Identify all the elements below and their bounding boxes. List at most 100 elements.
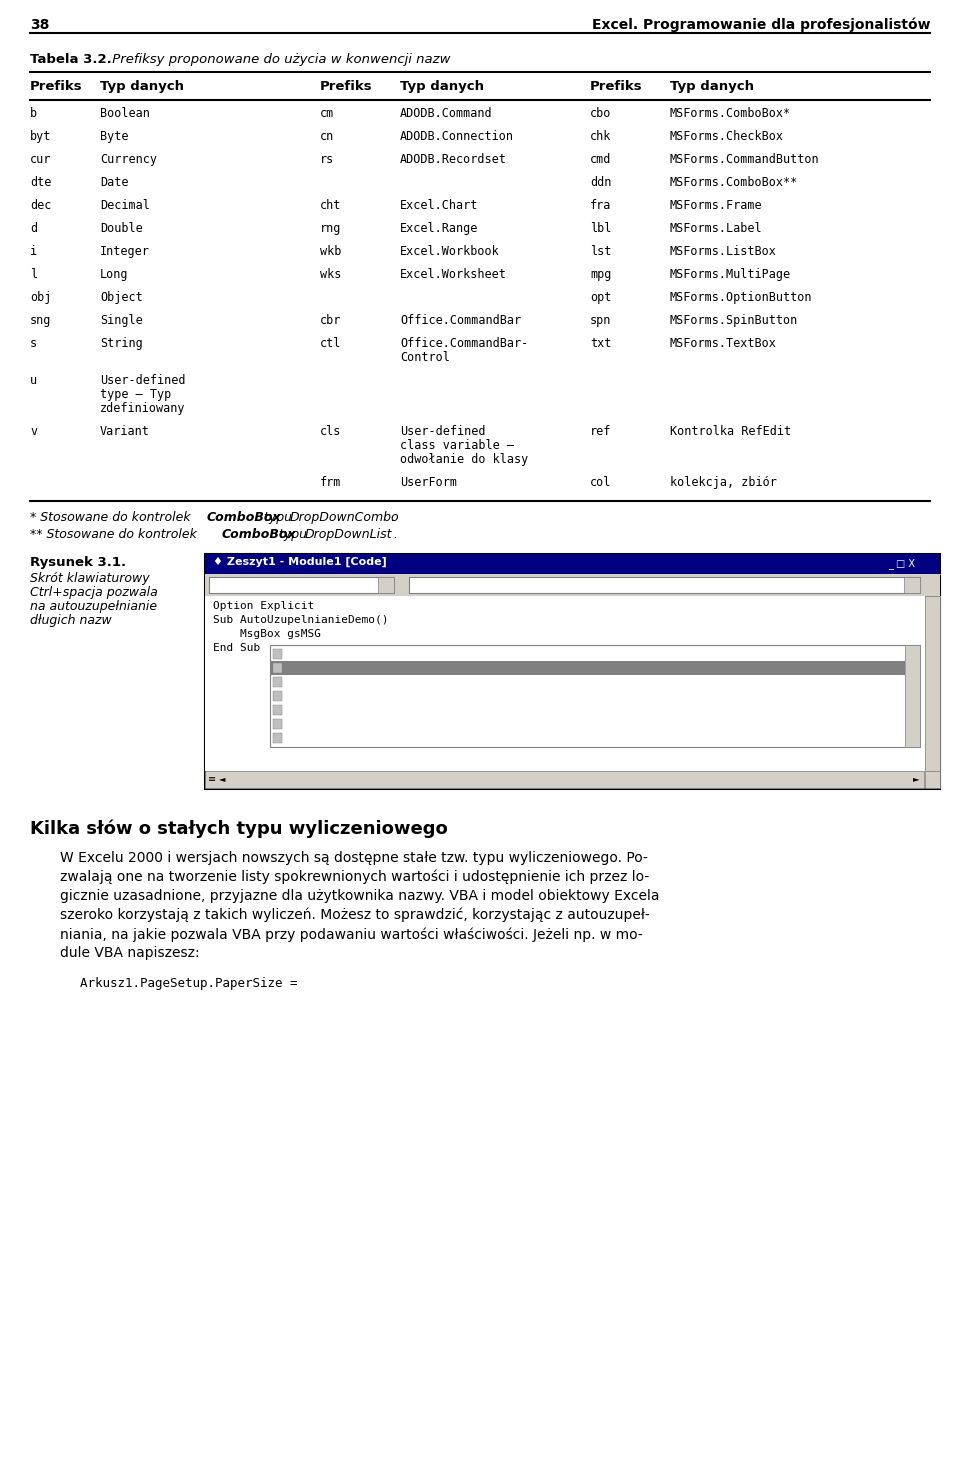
Text: opt: opt bbox=[590, 291, 612, 304]
Text: ≡: ≡ bbox=[208, 774, 216, 785]
Bar bbox=[273, 719, 282, 729]
Text: Date: Date bbox=[100, 175, 129, 188]
Text: type – Typ: type – Typ bbox=[100, 389, 171, 400]
Text: wks: wks bbox=[320, 267, 342, 281]
Text: gsMSG_MINIMALNE_ODTWARZANIE: gsMSG_MINIMALNE_ODTWARZANIE bbox=[286, 676, 455, 688]
Text: Excel.Worksheet: Excel.Worksheet bbox=[400, 267, 507, 281]
Bar bbox=[209, 577, 394, 593]
Bar bbox=[205, 554, 940, 574]
Bar bbox=[205, 574, 940, 596]
Text: Excel. Programowanie dla profesjonalistów: Excel. Programowanie dla profesjonalistó… bbox=[591, 18, 930, 32]
Text: ■: ■ bbox=[274, 663, 280, 668]
Bar bbox=[925, 596, 940, 771]
Text: dule VBA napiszesz:: dule VBA napiszesz: bbox=[60, 947, 200, 960]
Text: spn: spn bbox=[590, 314, 612, 327]
Text: MSForms.ListBox: MSForms.ListBox bbox=[670, 245, 777, 259]
Bar bbox=[273, 733, 282, 744]
Bar bbox=[905, 644, 920, 747]
Text: zwalają one na tworzenie listy spokrewnionych wartości i udostępnienie ich przez: zwalają one na tworzenie listy spokrewni… bbox=[60, 869, 649, 884]
Text: cls: cls bbox=[320, 425, 342, 438]
Text: Control: Control bbox=[400, 351, 450, 364]
Text: gsMSG_NAZWY_NALOZONE: gsMSG_NAZWY_NALOZONE bbox=[286, 691, 411, 701]
Text: Prefiks: Prefiks bbox=[30, 80, 83, 94]
Text: Office.CommandBar: Office.CommandBar bbox=[400, 314, 521, 327]
Text: Arkusz1.PageSetup.PaperSize =: Arkusz1.PageSetup.PaperSize = bbox=[80, 977, 298, 991]
Text: lbl: lbl bbox=[590, 222, 612, 235]
Text: (General): (General) bbox=[214, 580, 267, 590]
Text: W Excelu 2000 i wersjach nowszych są dostępne stałe tzw. typu wyliczeniowego. Po: W Excelu 2000 i wersjach nowszych są dos… bbox=[60, 850, 648, 865]
Text: Typ danych: Typ danych bbox=[670, 80, 754, 94]
Text: ♦ Zeszyt1 - Module1 [Code]: ♦ Zeszyt1 - Module1 [Code] bbox=[213, 557, 387, 567]
Text: User-defined: User-defined bbox=[400, 425, 486, 438]
Text: MSForms.CheckBox: MSForms.CheckBox bbox=[670, 130, 784, 143]
Text: .: . bbox=[393, 527, 397, 541]
Text: col: col bbox=[590, 476, 612, 489]
Text: String: String bbox=[100, 337, 143, 351]
Text: Long: Long bbox=[100, 267, 129, 281]
Bar bbox=[904, 577, 920, 593]
Text: Typ danych: Typ danych bbox=[400, 80, 484, 94]
Text: Skrót klawiaturowy: Skrót klawiaturowy bbox=[30, 573, 150, 584]
Text: MSForms.MultiPage: MSForms.MultiPage bbox=[670, 267, 791, 281]
Text: sng: sng bbox=[30, 314, 52, 327]
Bar bbox=[273, 649, 282, 659]
Text: ref: ref bbox=[590, 425, 612, 438]
Text: odwołanie do klasy: odwołanie do klasy bbox=[400, 453, 528, 466]
Bar bbox=[273, 663, 282, 674]
Text: Excel.Chart: Excel.Chart bbox=[400, 199, 478, 212]
Text: ctl: ctl bbox=[320, 337, 342, 351]
Text: ComboBox: ComboBox bbox=[207, 511, 281, 524]
Text: Ctrl+spacja pozwala: Ctrl+spacja pozwala bbox=[30, 586, 157, 599]
Text: Decimal: Decimal bbox=[100, 199, 150, 212]
Text: Rysunek 3.1.: Rysunek 3.1. bbox=[30, 557, 126, 568]
Text: Sub AutoUzupelnianieDemo(): Sub AutoUzupelnianieDemo() bbox=[213, 615, 389, 625]
Text: d: d bbox=[30, 222, 37, 235]
Text: b: b bbox=[30, 107, 37, 120]
Text: ** Stosowane do kontrolek: ** Stosowane do kontrolek bbox=[30, 527, 201, 541]
Text: 38: 38 bbox=[30, 18, 49, 32]
Text: cbo: cbo bbox=[590, 107, 612, 120]
Text: Excel.Range: Excel.Range bbox=[400, 222, 478, 235]
Text: End Sub: End Sub bbox=[213, 643, 260, 653]
Text: Option Explicit: Option Explicit bbox=[213, 600, 314, 611]
Text: Kilka słów o stałych typu wyliczeniowego: Kilka słów o stałych typu wyliczeniowego bbox=[30, 820, 447, 837]
Text: ▼: ▼ bbox=[382, 581, 389, 590]
Text: cbr: cbr bbox=[320, 314, 342, 327]
Text: ■: ■ bbox=[274, 691, 280, 695]
Text: v: v bbox=[30, 425, 37, 438]
Text: Kontrolka RefEdit: Kontrolka RefEdit bbox=[670, 425, 791, 438]
Text: zdefiniowany: zdefiniowany bbox=[100, 402, 185, 415]
Text: ADODB.Recordset: ADODB.Recordset bbox=[400, 153, 507, 167]
Text: byt: byt bbox=[30, 130, 52, 143]
Text: ■: ■ bbox=[274, 676, 280, 682]
Bar bbox=[409, 577, 920, 593]
Text: Prefiks: Prefiks bbox=[590, 80, 642, 94]
Text: cht: cht bbox=[320, 199, 342, 212]
Text: Variant: Variant bbox=[100, 425, 150, 438]
Text: Double: Double bbox=[100, 222, 143, 235]
Text: ■: ■ bbox=[274, 706, 280, 710]
Text: MSForms.Label: MSForms.Label bbox=[670, 222, 762, 235]
Text: i: i bbox=[30, 245, 37, 259]
Text: ADODB.Connection: ADODB.Connection bbox=[400, 130, 514, 143]
Bar bbox=[273, 691, 282, 701]
Bar bbox=[205, 596, 925, 771]
Text: rs: rs bbox=[320, 153, 334, 167]
Text: cmd: cmd bbox=[590, 153, 612, 167]
Text: gsMSG_BEZ_STYLOW: gsMSG_BEZ_STYLOW bbox=[286, 649, 386, 660]
Text: niania, na jakie pozwala VBA przy podawaniu wartości właściwości. Jeżeli np. w m: niania, na jakie pozwala VBA przy podawa… bbox=[60, 926, 643, 941]
Text: Integer: Integer bbox=[100, 245, 150, 259]
Text: rng: rng bbox=[320, 222, 342, 235]
Text: s: s bbox=[30, 337, 37, 351]
Text: Prefiksy proponowane do użycia w konwencji nazw: Prefiksy proponowane do użycia w konwenc… bbox=[108, 53, 450, 66]
Text: Prefiks: Prefiks bbox=[320, 80, 372, 94]
Text: ddn: ddn bbox=[590, 175, 612, 188]
Text: ComboBox: ComboBox bbox=[222, 527, 297, 541]
Text: Byte: Byte bbox=[100, 130, 129, 143]
Text: Office.CommandBar-: Office.CommandBar- bbox=[400, 337, 528, 351]
Bar bbox=[205, 554, 940, 789]
Text: gsMSG_BEZ_WCZESNIEJSZEGO_FORMATOWANIA: gsMSG_BEZ_WCZESNIEJSZEGO_FORMATOWANIA bbox=[286, 663, 517, 674]
Text: typu: typu bbox=[260, 511, 296, 524]
Text: gsMSG_WYCZYSC_STYL: gsMSG_WYCZYSC_STYL bbox=[286, 733, 398, 744]
Text: MSForms.Frame: MSForms.Frame bbox=[670, 199, 762, 212]
